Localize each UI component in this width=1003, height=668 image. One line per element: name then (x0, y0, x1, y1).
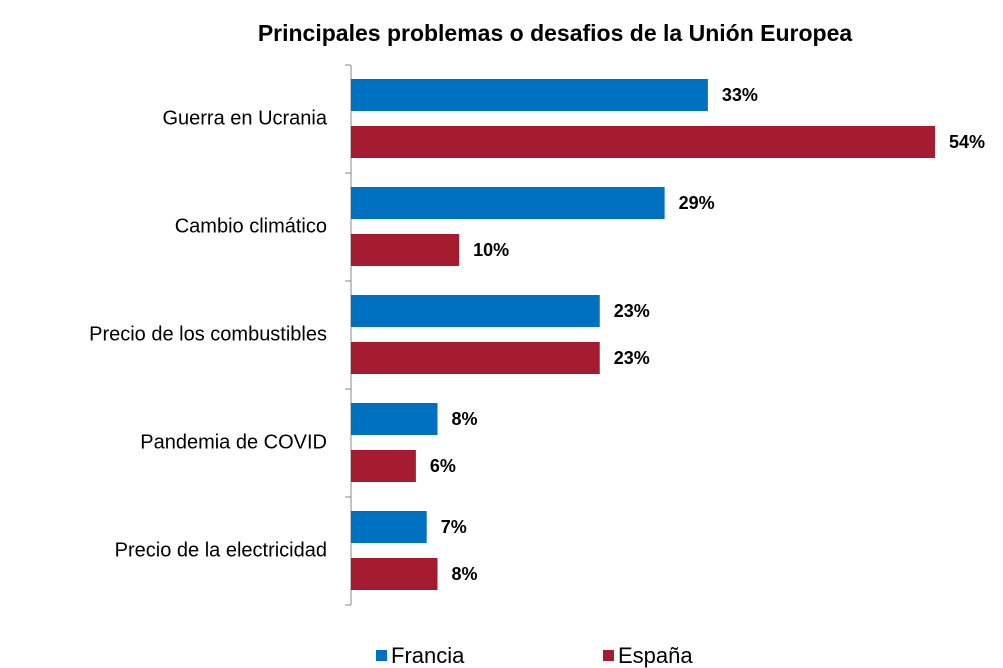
value-label: 7% (441, 517, 467, 537)
bar (351, 126, 935, 158)
legend-swatch (603, 650, 614, 661)
value-label: 33% (722, 85, 758, 105)
bar (351, 187, 665, 219)
value-label: 54% (949, 132, 985, 152)
legend-label: España (618, 643, 693, 668)
value-label: 8% (452, 409, 478, 429)
category-label: Guerra en Ucrania (162, 107, 327, 129)
bar (351, 511, 427, 543)
value-label: 6% (430, 456, 456, 476)
bar (351, 342, 600, 374)
category-label: Pandemia de COVID (140, 431, 327, 453)
legend-swatch (376, 650, 387, 661)
value-label: 10% (473, 240, 509, 260)
value-label: 23% (614, 301, 650, 321)
bar (351, 403, 438, 435)
bar (351, 450, 416, 482)
category-label: Precio de los combustibles (89, 323, 327, 345)
category-label: Precio de la electricidad (115, 539, 327, 561)
value-label: 29% (679, 193, 715, 213)
bar (351, 295, 600, 327)
legend-label: Francia (391, 643, 465, 668)
value-label: 23% (614, 348, 650, 368)
value-label: 8% (452, 564, 478, 584)
bar (351, 234, 460, 266)
bar (351, 79, 708, 111)
category-label: Cambio climático (175, 215, 327, 237)
bar (351, 558, 438, 590)
chart-title: Principales problemas o desafios de la U… (258, 20, 853, 46)
